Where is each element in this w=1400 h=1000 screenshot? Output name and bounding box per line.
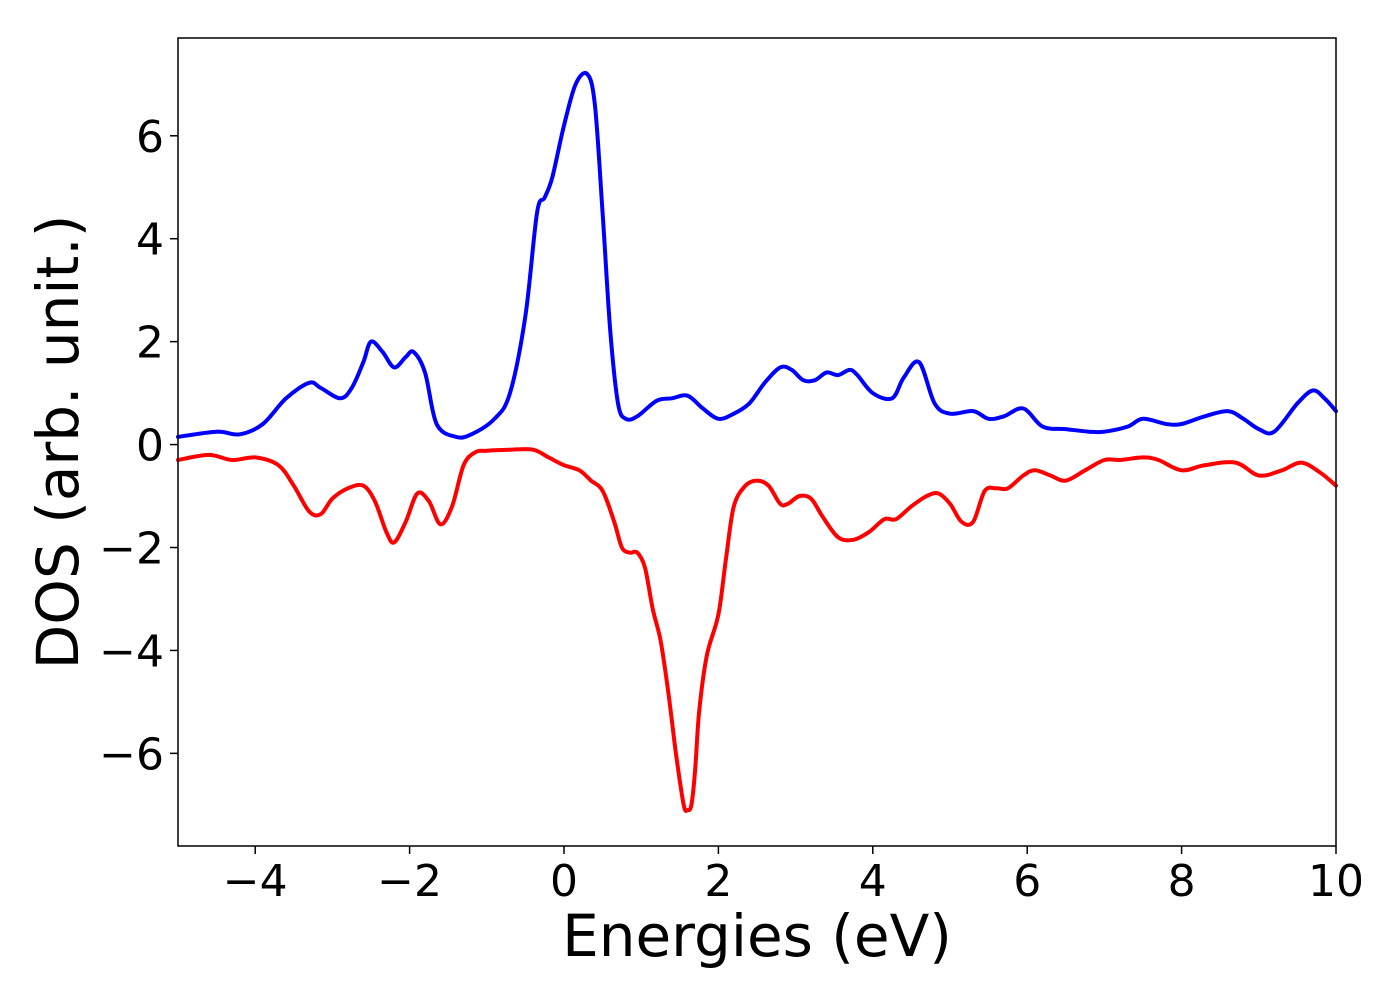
y-tick-label: 2 [136,318,164,369]
y-axis-ticks: −6 −4 −2 0 2 4 6 [99,112,178,780]
y-axis-title: DOS (arb. unit.) [24,215,92,670]
x-tick-label: 10 [1308,856,1364,907]
y-tick-label: −2 [99,524,164,575]
x-tick-label: 2 [704,856,732,907]
x-tick-label: −4 [223,856,288,907]
y-tick-label: 0 [136,421,164,472]
x-axis-title: Energies (eV) [562,902,952,970]
series-line-red [176,447,1338,813]
y-tick-label: 6 [136,112,164,163]
x-tick-label: 8 [1168,856,1196,907]
x-tick-label: 0 [550,856,578,907]
x-tick-label: 4 [859,856,887,907]
y-tick-label: −4 [99,626,164,677]
y-tick-label: −6 [99,729,164,780]
plot-background [178,38,1336,846]
x-axis-ticks: −4 −2 0 2 4 6 8 10 [223,846,1364,907]
plot-frame [177,37,1337,847]
series-layer [176,70,1338,813]
y-tick-label: 4 [136,215,164,266]
x-tick-label: 6 [1013,856,1041,907]
x-tick-label: −2 [377,856,442,907]
series-line-blue [176,70,1338,440]
